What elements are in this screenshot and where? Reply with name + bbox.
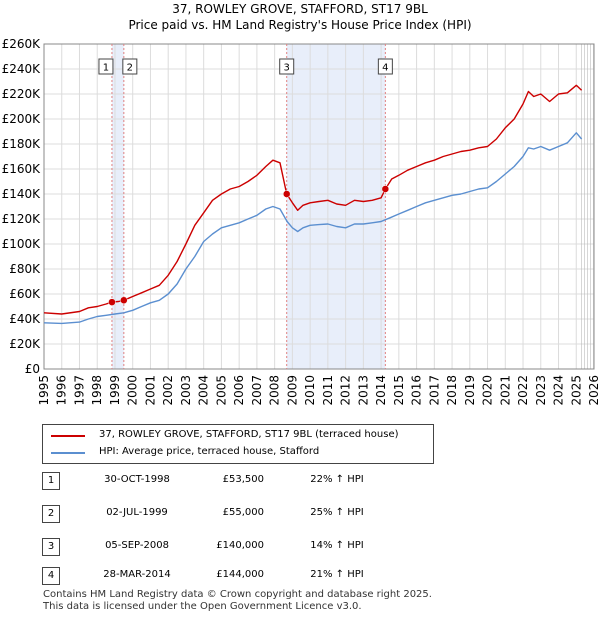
transaction-hpi-diff: 14% ↑ HPI bbox=[310, 540, 364, 551]
table-row: 1 30-OCT-1998 £53,500 22% ↑ HPI bbox=[42, 472, 462, 492]
x-tick-label: 1997 bbox=[72, 375, 86, 406]
y-tick-label: £240K bbox=[2, 62, 42, 76]
transaction-label-box-4 bbox=[377, 58, 393, 75]
table-row: 2 02-JUL-1999 £55,000 25% ↑ HPI bbox=[42, 505, 462, 525]
transaction-label-box-3 bbox=[279, 58, 295, 75]
transaction-date: 30-OCT-1998 bbox=[104, 474, 170, 485]
x-tick-label: 1998 bbox=[90, 375, 104, 406]
x-tick-label: 2016 bbox=[410, 375, 424, 406]
transaction-price: £53,500 bbox=[222, 474, 264, 485]
y-tick-label: £260K bbox=[2, 37, 42, 51]
x-tick-label: 2026 bbox=[587, 375, 600, 406]
transaction-hpi-diff: 21% ↑ HPI bbox=[310, 569, 364, 580]
x-tick-label: 2005 bbox=[214, 375, 228, 406]
transaction-label-4: 4 bbox=[382, 63, 388, 74]
x-tick-label: 2018 bbox=[445, 375, 459, 406]
table-row: 4 28-MAR-2014 £144,000 21% ↑ HPI bbox=[42, 567, 462, 587]
legend-swatch-property bbox=[51, 435, 85, 437]
transaction-number: 1 bbox=[42, 472, 60, 490]
y-tick-label: £60K bbox=[9, 287, 41, 301]
y-tick-label: £20K bbox=[9, 337, 41, 351]
transaction-date: 28-MAR-2014 bbox=[103, 569, 171, 580]
transaction-number: 4 bbox=[42, 567, 60, 585]
transaction-number: 2 bbox=[42, 505, 60, 523]
transaction-date: 05-SEP-2008 bbox=[105, 540, 169, 551]
price-chart: £0 £20K £40K £60K £80K £100K £120K £140K £160K £1… bbox=[2, 37, 600, 406]
transaction-label-1: 1 bbox=[103, 63, 109, 74]
x-tick-label: 2010 bbox=[303, 375, 317, 406]
transaction-hpi-diff: 25% ↑ HPI bbox=[310, 507, 364, 518]
transaction-label-box-1 bbox=[98, 58, 114, 75]
x-tick-label: 2007 bbox=[250, 375, 264, 406]
x-tick-label: 2024 bbox=[552, 375, 566, 406]
x-tick-label: 2022 bbox=[516, 375, 530, 406]
table-row: 3 05-SEP-2008 £140,000 14% ↑ HPI bbox=[42, 538, 462, 558]
x-tick-label: 2006 bbox=[232, 375, 246, 406]
x-tick-label: 2025 bbox=[569, 375, 583, 406]
x-tick-label: 2003 bbox=[179, 375, 193, 406]
transaction-marker-1 bbox=[108, 298, 116, 306]
property-price-line bbox=[43, 84, 583, 315]
transaction-number: 3 bbox=[42, 538, 60, 556]
transaction-label-3: 3 bbox=[284, 63, 290, 74]
x-tick-label: 1995 bbox=[37, 375, 51, 406]
x-tick-label: 2012 bbox=[339, 375, 353, 406]
x-tick-label: 2017 bbox=[427, 375, 441, 406]
legend-label-hpi: HPI: Average price, terraced house, Staf… bbox=[99, 446, 320, 457]
x-tick-label: 2014 bbox=[374, 375, 388, 406]
legend-label-property: 37, ROWLEY GROVE, STAFFORD, ST17 9BL (te… bbox=[99, 429, 399, 440]
transaction-label-2: 2 bbox=[127, 63, 133, 74]
y-tick-label: £140K bbox=[2, 187, 42, 201]
x-tick-label: 2020 bbox=[481, 375, 495, 406]
transaction-marker-3 bbox=[282, 190, 291, 198]
shaded-range-1 bbox=[111, 44, 124, 369]
transaction-marker-2 bbox=[120, 296, 128, 304]
chart-title: 37, ROWLEY GROVE, STAFFORD, ST17 9BL bbox=[172, 2, 428, 16]
y-tick-label: £180K bbox=[2, 137, 42, 151]
x-tick-label: 2011 bbox=[321, 375, 335, 406]
x-tick-label: 2021 bbox=[498, 375, 512, 406]
x-tick-label: 2009 bbox=[285, 375, 299, 406]
x-tick-label: 2023 bbox=[534, 375, 548, 406]
y-tick-label: £100K bbox=[2, 237, 42, 251]
x-tick-label: 2019 bbox=[463, 375, 477, 406]
x-tick-label: 2008 bbox=[268, 375, 282, 406]
transaction-price: £144,000 bbox=[216, 569, 264, 580]
y-tick-label: £220K bbox=[2, 87, 42, 101]
chart-subtitle: Price paid vs. HM Land Registry's House … bbox=[128, 18, 472, 32]
x-tick-label: 2000 bbox=[126, 375, 140, 406]
y-tick-label: £160K bbox=[2, 162, 42, 176]
x-tick-label: 1999 bbox=[108, 375, 122, 406]
footer-copyright: Contains HM Land Registry data © Crown c… bbox=[43, 589, 432, 600]
x-tick-label: 1996 bbox=[55, 375, 69, 406]
transaction-hpi-diff: 22% ↑ HPI bbox=[310, 474, 364, 485]
transaction-date: 02-JUL-1999 bbox=[106, 507, 168, 518]
y-tick-label: £80K bbox=[9, 262, 41, 276]
y-tick-label: £40K bbox=[9, 312, 41, 326]
y-tick-label: £0 bbox=[25, 362, 40, 376]
x-tick-label: 2004 bbox=[197, 375, 211, 406]
transaction-label-box-2 bbox=[122, 58, 138, 75]
hpi-line bbox=[43, 132, 583, 325]
transaction-marker-4 bbox=[381, 185, 390, 193]
x-tick-label: 2015 bbox=[392, 375, 406, 406]
y-tick-label: £120K bbox=[2, 212, 42, 226]
transaction-price: £55,000 bbox=[222, 507, 264, 518]
chart-legend: 37, ROWLEY GROVE, STAFFORD, ST17 9BL (te… bbox=[42, 424, 434, 464]
legend-swatch-hpi bbox=[51, 452, 85, 454]
y-tick-label: £200K bbox=[2, 112, 42, 126]
shaded-range-2 bbox=[286, 44, 386, 369]
plot-frame bbox=[43, 43, 595, 370]
x-tick-label: 2001 bbox=[143, 375, 157, 406]
x-tick-label: 2002 bbox=[161, 375, 175, 406]
footer-licence: This data is licensed under the Open Gov… bbox=[43, 601, 362, 612]
x-tick-label: 2013 bbox=[356, 375, 370, 406]
transaction-price: £140,000 bbox=[216, 540, 264, 551]
